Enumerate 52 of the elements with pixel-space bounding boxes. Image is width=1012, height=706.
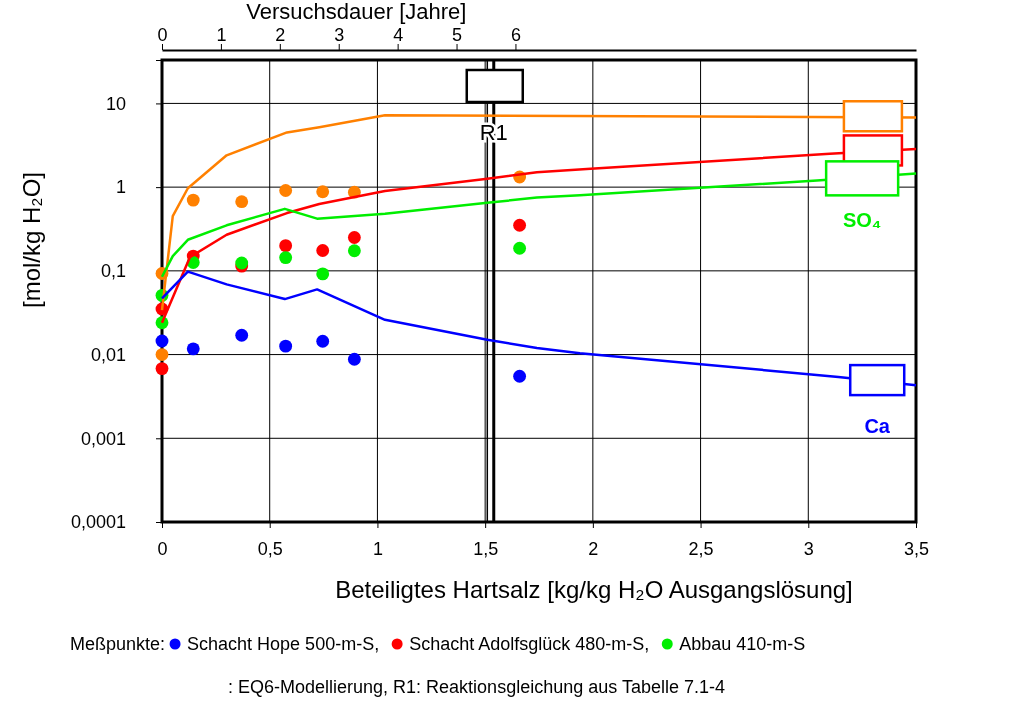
x2-tick-label: 0 (157, 25, 168, 45)
x2-axis-title: Versuchsdauer [Jahre] (246, 0, 467, 24)
point (155, 362, 169, 376)
y-tick-label: 0,1 (100, 261, 126, 282)
y-tick-label: 0,001 (80, 428, 126, 449)
point (235, 195, 249, 209)
point (316, 267, 330, 281)
point (279, 339, 293, 353)
point (186, 342, 200, 356)
series-label: SO₄ (842, 209, 882, 232)
x2-tick-label: 5 (452, 25, 463, 45)
x2-tick-label: 2 (275, 25, 286, 45)
legend-label: Schacht Hope 500-m-S, (187, 634, 380, 654)
y-tick-label: 0,01 (90, 344, 126, 365)
x-axis-title: Beteiligtes Hartsalz [kg/kg H₂O Ausgangslösung] (335, 576, 853, 603)
point (279, 239, 293, 253)
x2-tick-label: 1 (216, 25, 227, 45)
point (316, 334, 330, 348)
point (347, 352, 361, 366)
point (279, 251, 293, 265)
series-label: Ca (864, 415, 891, 438)
y-tick-label: 1 (115, 177, 126, 198)
point (316, 244, 330, 257)
y-tick-label: 10 (105, 93, 126, 114)
x-tick-label: 3 (803, 538, 814, 559)
legend-label: Abbau 410-m-S (679, 634, 806, 654)
point (155, 348, 169, 361)
x-tick-label: 1,5 (473, 538, 499, 559)
y-tick-label: 0,0001 (70, 512, 126, 533)
x-tick-label: 2,5 (688, 538, 714, 559)
x2-tick-label: 6 (510, 25, 521, 45)
x-tick-label: 0,5 (257, 538, 283, 559)
y-axis-title: [mol/kg H₂O] (18, 171, 45, 309)
point (513, 369, 527, 383)
point (347, 244, 361, 258)
x-tick-label: 0 (157, 538, 168, 559)
x-tick-label: 1 (372, 538, 383, 559)
point (347, 231, 361, 244)
point (316, 185, 330, 199)
point (279, 184, 293, 197)
point (155, 334, 169, 348)
legend-title: Meßpunkte: (70, 634, 166, 654)
point (186, 193, 200, 207)
point (513, 218, 527, 232)
point (235, 328, 249, 342)
x2-tick-label: 3 (334, 25, 345, 45)
x-tick-label: 2 (588, 538, 599, 559)
x2-tick-label: 4 (393, 25, 404, 45)
point (513, 241, 527, 255)
x-tick-label: 3,5 (903, 538, 930, 559)
text: : EQ6-Modellierung, R1: Reaktionsgleichung aus Tabelle 7.1-4 (228, 677, 725, 697)
legend-label: Schacht Adolfsglück 480-m-S, (409, 634, 650, 654)
